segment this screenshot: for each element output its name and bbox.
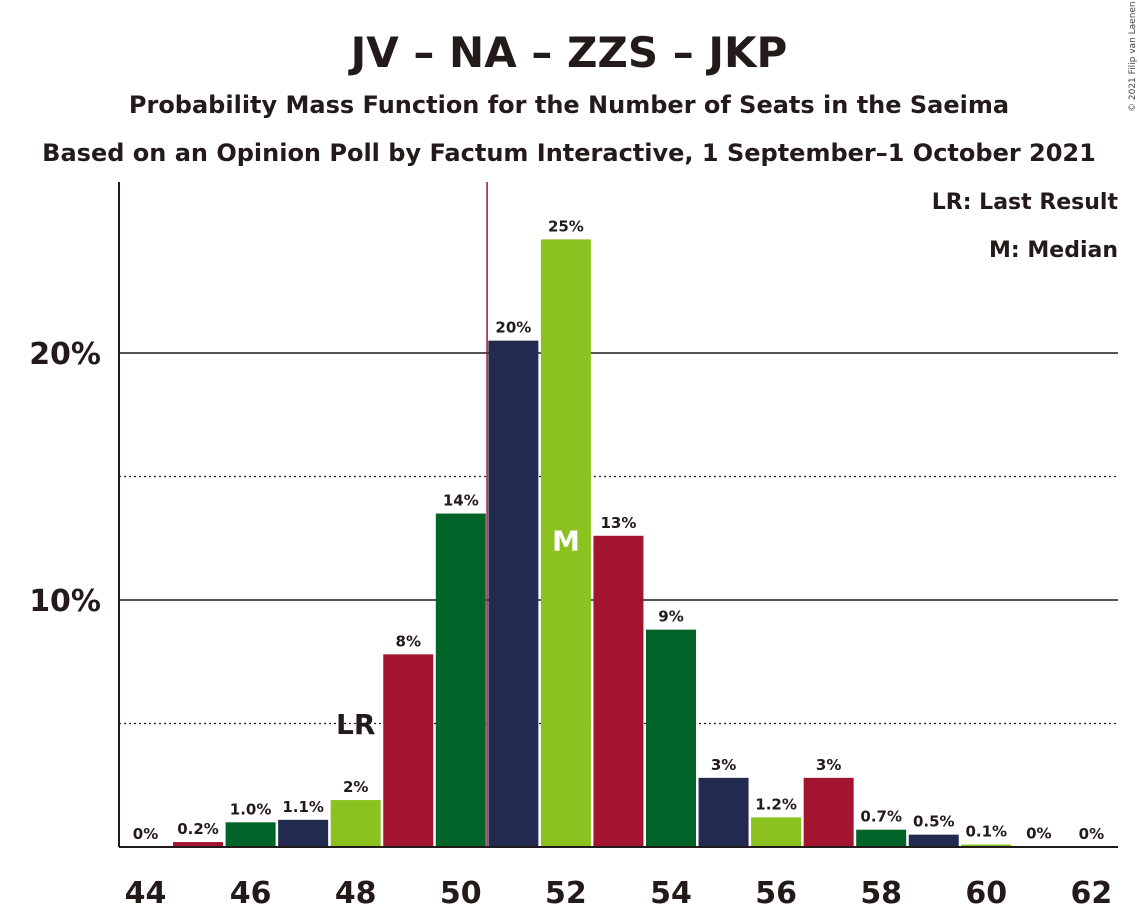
bar-label-seat-51: 20%: [495, 319, 531, 337]
bar-label-seat-59: 0.5%: [913, 813, 955, 831]
bar-label-seat-55: 3%: [711, 756, 736, 774]
x-tick-label: 50: [440, 876, 482, 911]
last-result-marker: LR: [336, 708, 375, 741]
bar-label-seat-46: 1.0%: [230, 800, 272, 818]
legend-last-result: LR: Last Result: [932, 190, 1119, 215]
bar-seat-48: [330, 800, 381, 847]
bar-label-seat-53: 13%: [600, 514, 636, 532]
x-tick-label: 54: [650, 876, 692, 911]
bar-label-seat-49: 8%: [396, 632, 421, 650]
y-tick-label: 20%: [29, 337, 101, 372]
bar-label-seat-58: 0.7%: [860, 808, 902, 826]
bar-seat-55: [698, 777, 749, 847]
copyright-notice: © 2021 Filip van Laenen: [1128, 1, 1138, 112]
x-tick-label: 60: [965, 876, 1007, 911]
bar-seat-58: [856, 829, 907, 847]
x-tick-label: 46: [230, 876, 272, 911]
chart-subtitle: Probability Mass Function for the Number…: [129, 91, 1009, 119]
bar-label-seat-52: 25%: [548, 217, 584, 235]
bar-seat-59: [908, 834, 959, 847]
chart-subtitle-source: Based on an Opinion Poll by Factum Inter…: [42, 139, 1096, 167]
bar-label-seat-61: 0%: [1026, 825, 1051, 843]
bar-seat-46: [225, 822, 276, 847]
bar-label-seat-57: 3%: [816, 756, 841, 774]
chart-title: JV – NA – ZZS – JKP: [348, 28, 788, 77]
axes: 10% 20% 44 46 48 50 52 54 56 58 60 62: [29, 182, 1118, 911]
bar-label-seat-54: 9%: [658, 608, 683, 626]
x-tick-label: 58: [860, 876, 902, 911]
bar-label-seat-45: 0.2%: [177, 820, 219, 838]
bar-seat-50: [435, 513, 486, 847]
x-tick-label: 48: [335, 876, 377, 911]
x-tick-label: 52: [545, 876, 587, 911]
bar-label-seat-60: 0.1%: [965, 823, 1007, 841]
bars: [173, 239, 1117, 847]
bar-seat-45: [173, 842, 224, 847]
x-tick-label: 44: [125, 876, 167, 911]
markers: LR M: [336, 525, 580, 741]
median-marker: M: [552, 525, 580, 558]
bar-value-labels: 0% 0.2% 1.0% 1.1% 2% 8% 14% 20% 25% 13% 9% 3% 1.2% 3%…: [133, 217, 1104, 843]
bar-seat-52: [540, 239, 591, 847]
bar-label-seat-48: 2%: [343, 778, 368, 796]
bar-seat-54: [646, 629, 696, 847]
bar-seat-53: [593, 535, 644, 847]
legend-median: M: Median: [989, 238, 1118, 263]
bar-label-seat-56: 1.2%: [755, 795, 797, 813]
bar-label-seat-62: 0%: [1079, 825, 1104, 843]
bar-seat-49: [383, 654, 434, 847]
bar-seat-51: [488, 340, 539, 847]
bar-label-seat-50: 14%: [443, 492, 479, 510]
bar-label-seat-44: 0%: [133, 825, 158, 843]
y-tick-label: 10%: [29, 584, 101, 619]
bar-seat-57: [803, 777, 854, 847]
bar-seat-56: [751, 817, 802, 847]
x-tick-label: 62: [1071, 876, 1113, 911]
bar-label-seat-47: 1.1%: [282, 798, 324, 816]
bar-seat-60: [961, 844, 1012, 847]
bar-seat-47: [278, 819, 329, 847]
x-tick-label: 56: [755, 876, 797, 911]
